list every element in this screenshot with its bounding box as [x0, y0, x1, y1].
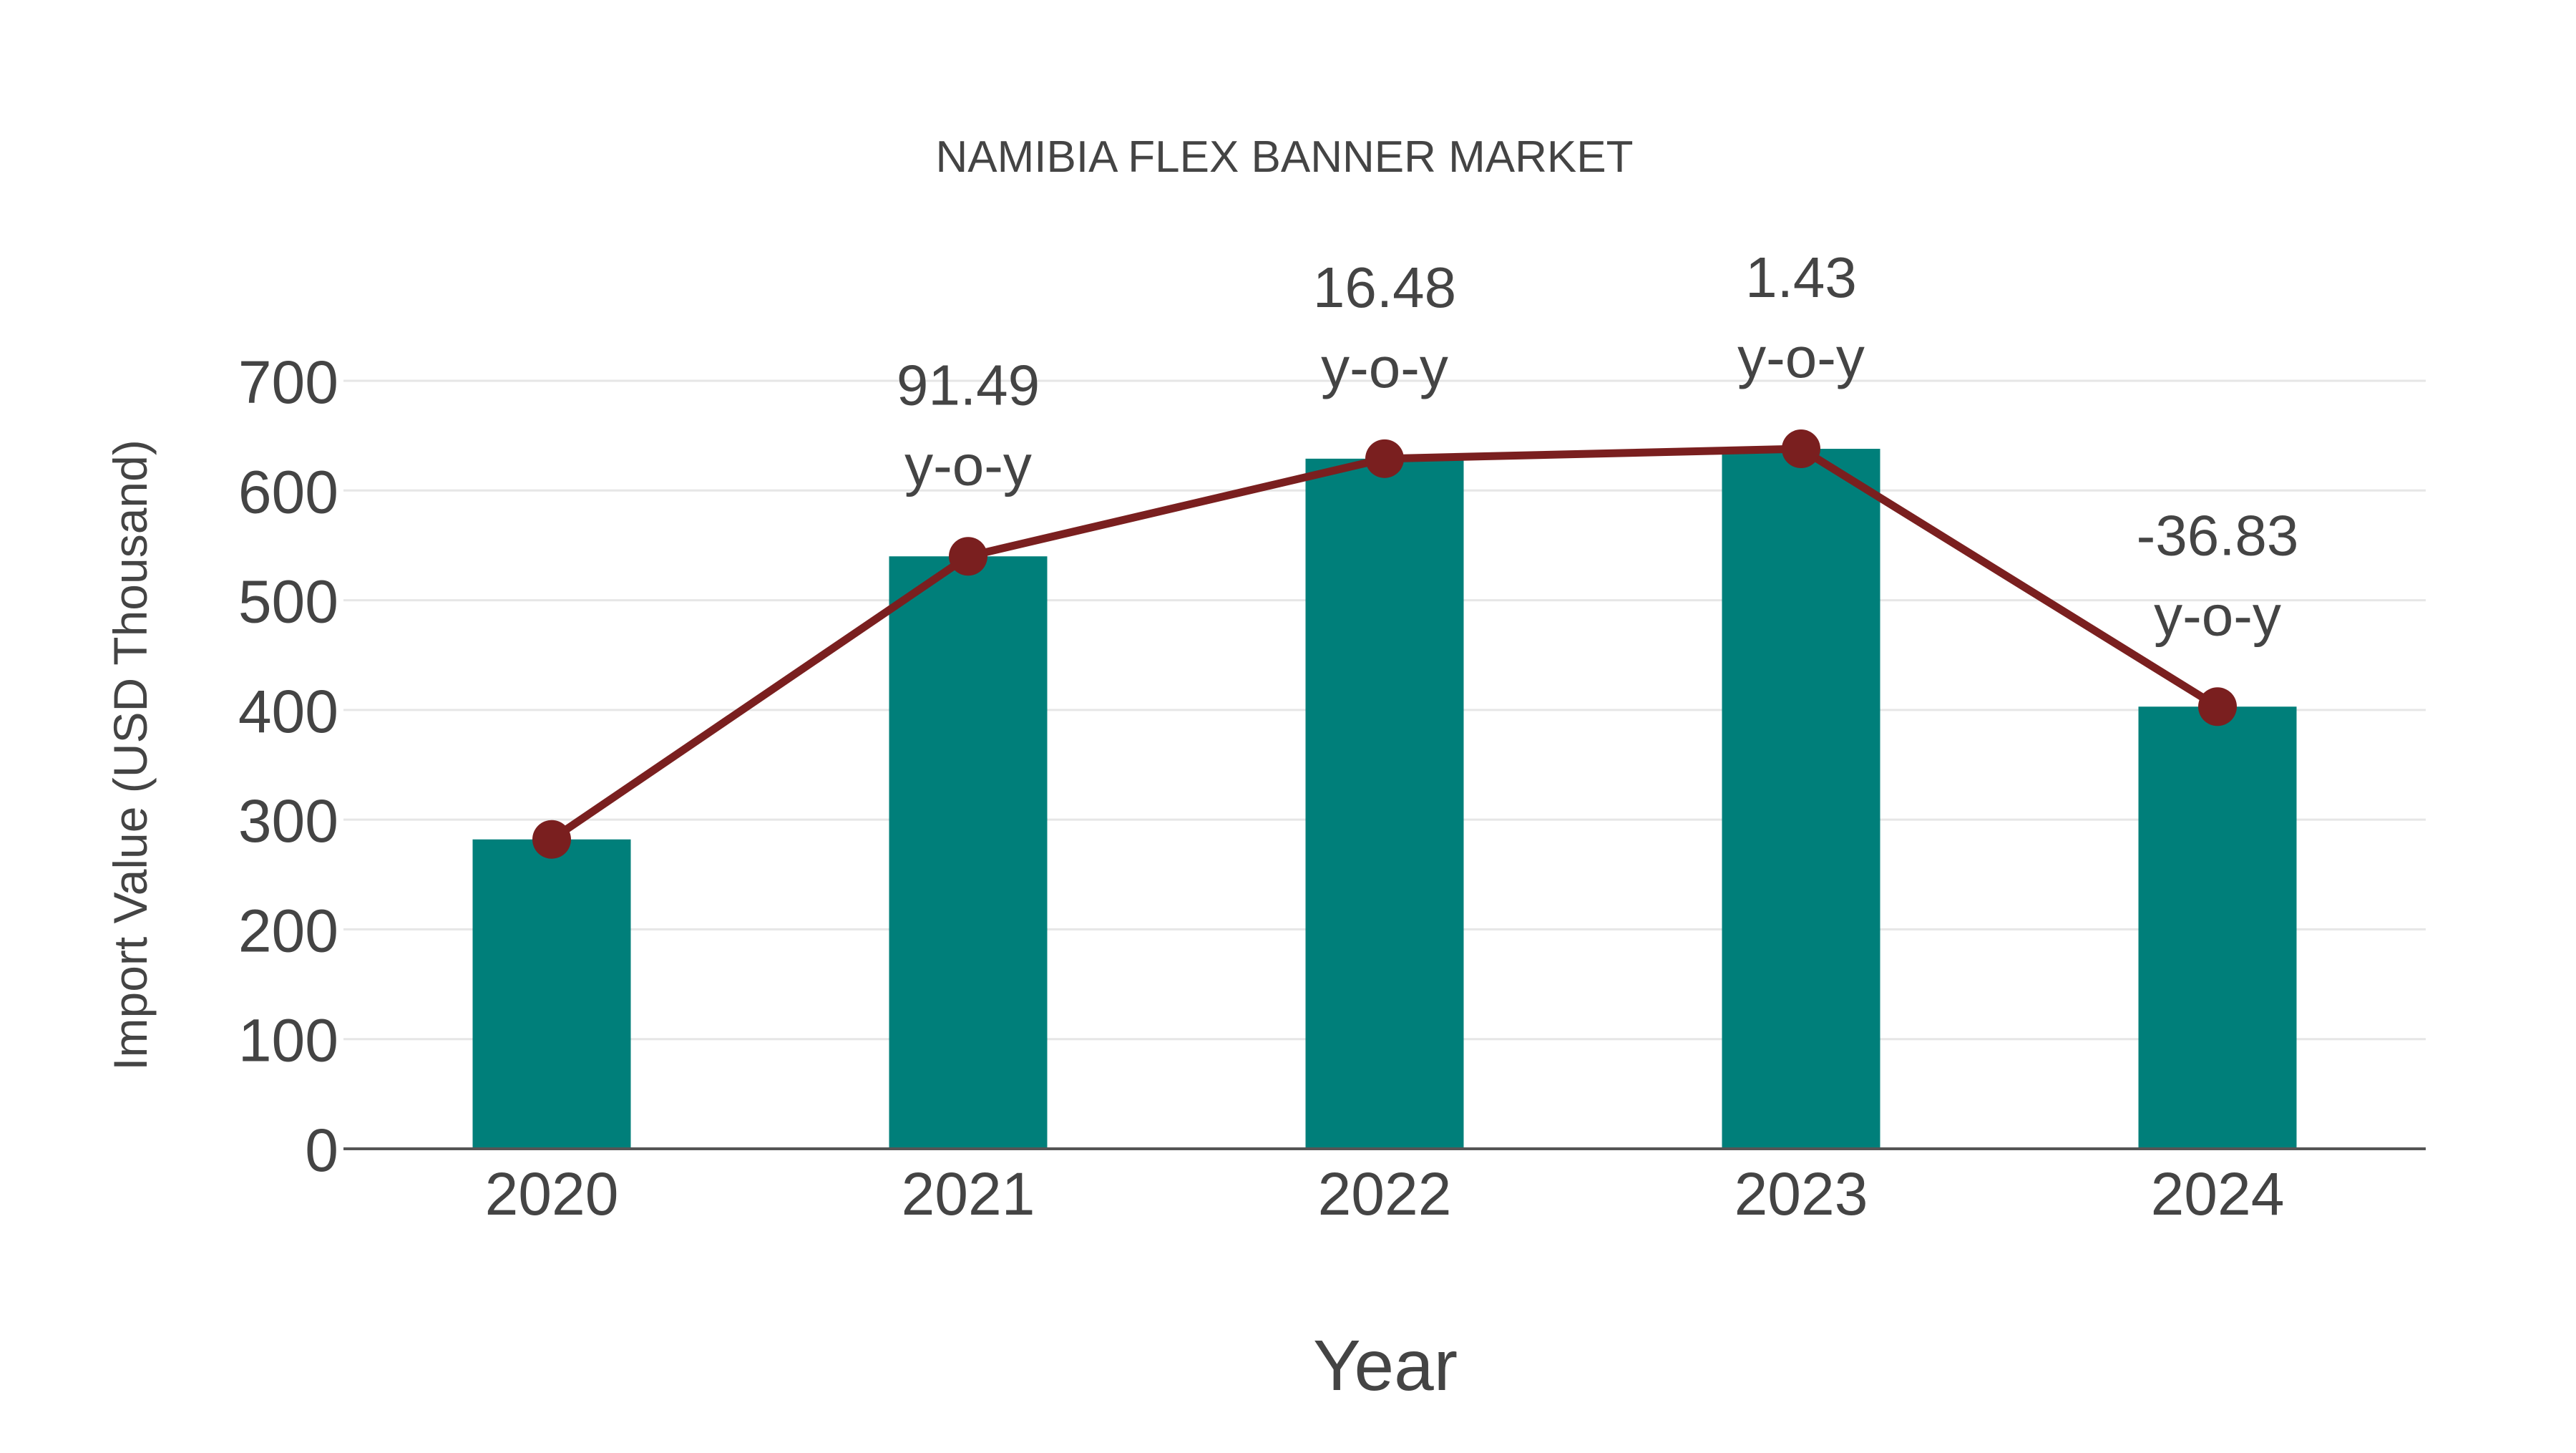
x-tick-label: 2020: [485, 1160, 619, 1228]
yoy-value: 91.49: [897, 353, 1040, 417]
line-marker: [949, 537, 987, 576]
yoy-label: y-o-y: [1737, 326, 1865, 389]
line-marker: [1365, 439, 1404, 478]
line-marker: [2198, 687, 2237, 726]
bar: [889, 556, 1048, 1149]
yoy-label: y-o-y: [1321, 336, 1448, 399]
bar: [1305, 458, 1464, 1149]
line-marker: [1782, 429, 1820, 469]
bar: [2138, 706, 2297, 1149]
line-marker: [532, 820, 571, 859]
y-tick-label: 0: [305, 1117, 338, 1184]
chart-title: NAMIBIA FLEX BANNER MARKET: [936, 132, 1634, 182]
y-axis-ticks: 0 100 200 300 400 500 600 700: [238, 349, 338, 1184]
x-tick-label: 2021: [902, 1160, 1035, 1228]
bar: [472, 839, 631, 1149]
yoy-value: 1.43: [1745, 246, 1857, 309]
y-tick-label: 100: [238, 1007, 338, 1074]
x-axis-ticks: 2020 2021 2022 2023 2024: [485, 1160, 2285, 1228]
yoy-value: -36.83: [2137, 503, 2299, 567]
yoy-label: y-o-y: [2154, 583, 2281, 647]
y-tick-label: 300: [238, 787, 338, 855]
y-axis-title: Import Value (USD Thousand): [104, 439, 157, 1071]
trend-line-series: [532, 429, 2237, 859]
x-tick-label: 2024: [2151, 1160, 2285, 1228]
bar-series: [472, 449, 2297, 1149]
y-tick-label: 500: [238, 568, 338, 636]
yoy-value: 16.48: [1313, 256, 1456, 319]
y-tick-label: 200: [238, 897, 338, 964]
x-tick-label: 2022: [1318, 1160, 1452, 1228]
yoy-label: y-o-y: [904, 433, 1032, 497]
x-axis-title: Year: [1313, 1326, 1458, 1406]
y-tick-label: 400: [238, 678, 338, 745]
yoy-annotations: 91.49 y-o-y 16.48 y-o-y 1.43 y-o-y -36.83 y-o-y: [897, 246, 2299, 647]
x-tick-label: 2023: [1735, 1160, 1868, 1228]
bar: [1722, 449, 1880, 1149]
y-tick-label: 700: [238, 349, 338, 416]
y-tick-label: 600: [238, 458, 338, 525]
